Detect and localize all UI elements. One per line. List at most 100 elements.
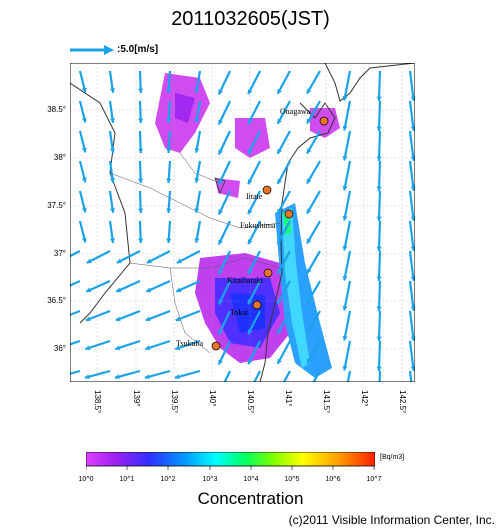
wind-arrow bbox=[217, 160, 231, 185]
lat-label: 37° bbox=[53, 249, 66, 258]
wind-arrow bbox=[377, 280, 382, 312]
place-label: Kitaibaraki bbox=[227, 276, 264, 285]
wind-arrow bbox=[276, 70, 291, 95]
wind-arrow bbox=[116, 250, 141, 264]
wind-arrow bbox=[276, 190, 291, 215]
wind-arrow bbox=[70, 369, 81, 375]
wind-arrow-head bbox=[247, 119, 253, 125]
wind-arrow bbox=[377, 190, 382, 222]
wind-arrow-head bbox=[176, 287, 182, 293]
copyright-text: (c)2011 Visible Information Center, Inc. bbox=[288, 513, 495, 527]
wind-arrow bbox=[176, 250, 201, 264]
wind-arrow-head bbox=[115, 345, 121, 351]
wind-arrow bbox=[408, 130, 415, 161]
wind-arrow-head bbox=[194, 117, 200, 123]
wind-arrow bbox=[343, 190, 352, 221]
place-label: Iitate bbox=[246, 192, 263, 201]
wind-arrow-head bbox=[174, 374, 180, 380]
wind-arrow-head bbox=[81, 147, 87, 153]
lon-label: 142.5° bbox=[398, 390, 407, 414]
reference-arrow-label: :5.0[m/s] bbox=[117, 44, 159, 55]
wind-arrow bbox=[217, 250, 231, 275]
wind-arrow bbox=[146, 250, 171, 264]
wind-arrow bbox=[408, 160, 415, 191]
wind-arrow bbox=[377, 100, 382, 132]
wind-arrow-head bbox=[376, 276, 382, 281]
wind-arrow-head bbox=[194, 87, 200, 93]
wind-arrow bbox=[247, 160, 261, 185]
wind-arrow-head bbox=[342, 155, 348, 161]
wind-arrow-head bbox=[247, 329, 253, 335]
wind-arrow bbox=[276, 160, 291, 185]
wind-arrow bbox=[276, 310, 291, 335]
reference-arrow-icon bbox=[70, 45, 114, 55]
wind-arrow bbox=[343, 220, 352, 251]
lon-label: 141° bbox=[284, 390, 293, 407]
wind-arrow-head bbox=[146, 258, 152, 264]
wind-arrow-head bbox=[376, 126, 382, 131]
wind-arrow bbox=[145, 309, 171, 322]
wind-arrow-head bbox=[138, 178, 144, 183]
wind-arrow-head bbox=[277, 298, 282, 304]
wind-arrow bbox=[145, 279, 171, 293]
lon-label: 142° bbox=[360, 390, 369, 407]
wind-arrow-head bbox=[176, 258, 182, 264]
wind-arrow bbox=[343, 130, 352, 161]
wind-arrow-head bbox=[342, 95, 348, 101]
wind-arrow bbox=[253, 370, 261, 382]
map-area: Onagawa Iitate Fukushima Kitaibaraki Tok… bbox=[70, 63, 415, 382]
wind-arrow bbox=[247, 70, 261, 95]
wind-arrow-head bbox=[277, 328, 282, 334]
wind-arrow bbox=[247, 280, 261, 305]
wind-arrow bbox=[217, 220, 231, 245]
wind-arrow bbox=[343, 160, 352, 191]
wind-arrow-head bbox=[145, 345, 151, 351]
wind-arrow-head bbox=[247, 269, 253, 275]
wind-arrow bbox=[247, 220, 261, 245]
wind-arrow-head bbox=[410, 306, 415, 311]
wind-arrow bbox=[114, 339, 141, 351]
wind-arrow-head bbox=[138, 238, 144, 243]
wind-arrow bbox=[174, 339, 201, 351]
wind-arrow-head bbox=[218, 359, 223, 365]
wind-arrow bbox=[282, 370, 291, 382]
wind-arrow bbox=[276, 100, 291, 125]
lat-label: 38.5° bbox=[47, 105, 66, 114]
wind-arrow bbox=[247, 250, 261, 275]
wind-arrow-head bbox=[109, 208, 116, 213]
wind-arrow bbox=[70, 309, 81, 317]
wind-arrow-head bbox=[277, 88, 282, 94]
wind-arrow bbox=[306, 100, 321, 125]
wind-arrow bbox=[217, 340, 231, 365]
wind-arrow-head bbox=[109, 88, 116, 93]
wind-arrow-head bbox=[116, 258, 122, 264]
wind-arrow-head bbox=[410, 126, 415, 131]
wind-arrow-head bbox=[306, 328, 312, 334]
wind-arrow-head bbox=[114, 374, 120, 380]
wind-arrow bbox=[408, 340, 415, 371]
wind-arrow bbox=[306, 220, 321, 245]
wind-arrow-head bbox=[144, 374, 150, 380]
wind-arrow-head bbox=[81, 207, 87, 213]
wind-arrow bbox=[306, 280, 321, 305]
place-fukushima: Fukushima bbox=[240, 209, 294, 230]
colorbar-tick: 10^6 bbox=[325, 476, 341, 483]
wind-arrow-head bbox=[218, 239, 223, 245]
wind-arrow bbox=[377, 340, 382, 372]
wind-arrow-head bbox=[86, 258, 92, 264]
wind-arrow bbox=[114, 369, 141, 379]
wind-arrow-head bbox=[342, 365, 348, 371]
wind-arrow-head bbox=[85, 316, 91, 322]
wind-arrow bbox=[408, 280, 415, 311]
wind-arrow bbox=[217, 100, 231, 125]
colorbar-title: Concentration bbox=[197, 489, 304, 508]
wind-arrow bbox=[346, 370, 352, 382]
wind-arrow bbox=[175, 279, 201, 293]
wind-arrow-head bbox=[342, 245, 348, 251]
wind-arrow bbox=[276, 340, 291, 365]
lon-label: 139° bbox=[132, 390, 141, 407]
wind-arrow-head bbox=[306, 208, 312, 214]
colorbar bbox=[86, 452, 375, 470]
wind-arrow-head bbox=[166, 118, 172, 123]
wind-arrow bbox=[85, 279, 111, 293]
